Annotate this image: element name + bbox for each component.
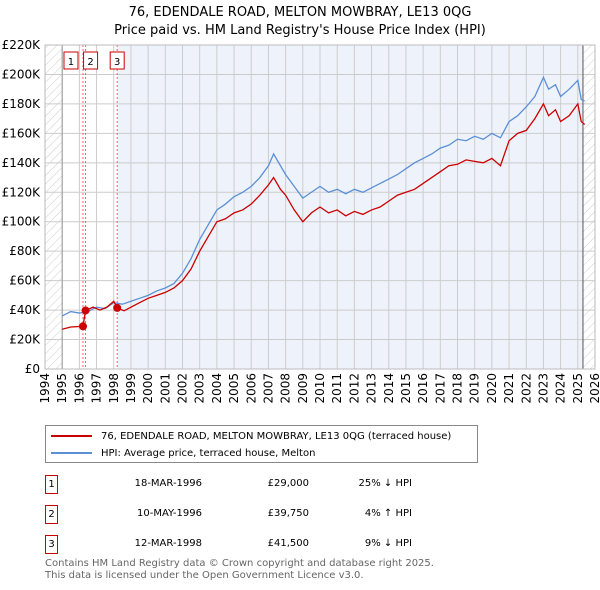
x-tick-label: 2009 [296,373,310,404]
sale-point [78,322,87,331]
x-tick-label: 2012 [347,373,361,404]
x-tick-label: 2007 [261,373,275,404]
sale-badge-box [109,51,125,70]
x-tick-label: 2026 [588,373,600,404]
y-tick-label: £120K [2,185,42,199]
x-tick-label: 2024 [554,373,568,404]
x-tick-label: 2002 [176,373,190,404]
sale-badge-label: 2 [87,57,93,68]
x-tick-label: 1999 [124,373,138,404]
x-tick-label: 2000 [141,373,155,404]
no-data-hatch-left [45,45,63,369]
transaction-row: 3 12-MAR-1998 £41,500 9% ↓ HPI [45,535,445,555]
transaction-date: 10-MAY-1996 [136,508,202,519]
y-tick-label: £160K [2,126,42,140]
x-tick-label: 2018 [451,373,465,404]
x-tick-label: 2003 [193,373,207,404]
series-line [62,102,586,330]
y-tick-label: £40K [9,303,41,317]
y-tick-label: £20K [9,333,41,347]
x-tick-label: 1998 [107,373,121,404]
x-tick-label: 2016 [416,373,430,404]
y-tick-label: £100K [2,215,42,229]
y-tick-label: £60K [9,274,41,288]
transaction-row: 2 10-MAY-1996 £39,750 4% ↑ HPI [45,505,445,525]
x-tick-label: 2017 [433,373,447,404]
y-tick-label: £0 [25,362,40,376]
chart-subtitle: Price paid vs. HM Land Registry's House … [114,23,486,38]
transaction-badge: 3 [45,535,58,554]
transaction-hpi-diff: 9% ↓ HPI [364,538,412,549]
x-tick-label: 1995 [55,373,69,404]
sale-point [81,306,90,315]
x-tick-label: 2005 [227,373,241,404]
x-tick-label: 2004 [210,373,224,404]
footer-line-2: This data is licensed under the Open Gov… [45,570,364,581]
sale-badge-label: 3 [114,57,120,68]
transaction-badge: 2 [45,505,58,524]
chart-title: 76, EDENDALE ROAD, MELTON MOWBRAY, LE13 … [128,5,472,20]
x-tick-label: 2021 [502,373,516,404]
footer-line-1: Contains HM Land Registry data © Crown c… [45,558,434,569]
post-sale-shading [117,45,583,369]
x-tick-label: 2013 [365,373,379,404]
transaction-hpi-diff: 4% ↑ HPI [364,508,412,519]
plot-border [44,44,596,370]
transaction-badge: 1 [45,475,58,494]
x-tick-label: 2022 [519,373,533,404]
series-line [61,75,585,317]
sale-badge-box [63,51,79,70]
y-tick-label: £180K [2,97,42,111]
y-tick-label: £80K [9,244,41,258]
x-tick-label: 2015 [399,373,413,404]
x-tick-label: 1994 [38,373,52,404]
x-tick-label: 2006 [244,373,258,404]
sale-point [113,303,122,312]
transaction-price: £39,750 [267,508,309,519]
x-tick-label: 2025 [571,373,585,404]
x-tick-label: 1996 [72,373,86,404]
legend-blue-swatch [51,452,92,454]
x-tick-label: 2010 [313,373,327,404]
transaction-date: 18-MAR-1996 [134,478,202,489]
x-tick-label: 2008 [279,373,293,404]
y-tick-label: £140K [2,156,42,170]
sale-badge-label: 1 [68,57,74,68]
transaction-price: £41,500 [267,538,309,549]
legend-hpi: HPI: Average price, terraced house, Melt… [101,447,316,459]
x-tick-label: 2014 [382,373,396,404]
x-tick-label: 2019 [468,373,482,404]
transaction-row: 1 18-MAR-1996 £29,000 25% ↓ HPI [45,475,445,495]
y-tick-label: £220K [2,38,42,52]
transaction-date: 12-MAR-1998 [134,538,202,549]
legend-property: 76, EDENDALE ROAD, MELTON MOWBRAY, LE13 … [101,430,452,442]
x-tick-label: 2001 [158,373,172,404]
transaction-price: £29,000 [267,478,309,489]
x-tick-label: 2011 [330,373,344,404]
x-tick-label: 2023 [536,373,550,404]
price-chart: 1994 1995 1996 1997 1998 1999 2000 2001 2002 2003… [2,38,600,404]
no-data-hatch-right [582,45,595,369]
y-tick-label: £200K [2,67,42,81]
transaction-hpi-diff: 25% ↓ HPI [358,478,412,489]
x-tick-label: 1997 [90,373,104,404]
x-tick-label: 2020 [485,373,499,404]
sale-badge-box [83,51,99,70]
footer: Contains HM Land Registry data © Crown c… [45,558,434,582]
legend: 76, EDENDALE ROAD, MELTON MOWBRAY, LE13 … [45,425,478,463]
legend-red-swatch [51,435,92,437]
